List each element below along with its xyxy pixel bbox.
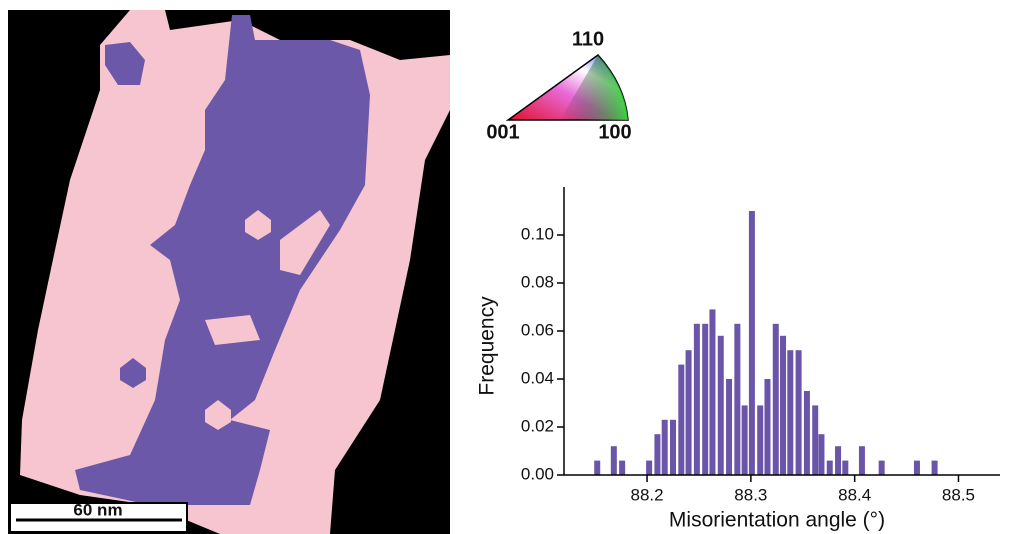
bar xyxy=(787,350,794,475)
grain-pink-hole xyxy=(205,315,260,345)
bar xyxy=(717,335,724,475)
y-tick-label: 0.04 xyxy=(521,368,554,387)
bar xyxy=(594,460,601,475)
ipf-green xyxy=(560,55,628,120)
bar xyxy=(795,350,802,475)
grain-purple-dot xyxy=(120,358,146,388)
bar xyxy=(685,350,692,475)
y-tick-label: 0.08 xyxy=(521,272,554,291)
bar xyxy=(812,405,819,475)
color-key: 110 001 100 xyxy=(486,28,631,143)
bar xyxy=(835,446,842,475)
y-tick-label: 0.02 xyxy=(521,416,554,435)
orientation-map: 60 nm xyxy=(8,10,450,534)
bar xyxy=(693,323,700,475)
bar xyxy=(858,446,865,475)
bar xyxy=(842,460,849,475)
bar xyxy=(741,405,748,475)
bar xyxy=(678,364,685,475)
y-tick-label: 0.00 xyxy=(521,464,554,483)
bar xyxy=(818,434,825,475)
bar xyxy=(878,460,885,475)
grain-pink-hole xyxy=(205,400,231,430)
grain-purple-small xyxy=(105,42,145,85)
scale-bar-label: 60 nm xyxy=(73,500,122,519)
bar xyxy=(734,323,741,475)
bar xyxy=(646,460,653,475)
grain-purple xyxy=(75,15,370,505)
bar xyxy=(619,460,626,475)
x-tick-label: 88.5 xyxy=(942,485,975,504)
x-tick-label: 88.4 xyxy=(838,485,871,504)
key-label-top: 110 xyxy=(572,28,604,50)
bar xyxy=(772,323,779,475)
scale-bar-box xyxy=(9,502,188,533)
bar xyxy=(826,460,833,475)
bar xyxy=(654,434,661,475)
key-label-left: 001 xyxy=(486,121,519,143)
bar xyxy=(748,211,755,475)
bar xyxy=(780,335,787,475)
bar xyxy=(757,405,764,475)
bar xyxy=(670,419,676,475)
y-axis-label: Frequency xyxy=(476,296,499,396)
y-tick-label: 0.06 xyxy=(521,320,554,339)
x-tick-label: 88.2 xyxy=(631,485,664,504)
bar xyxy=(931,460,938,475)
bar xyxy=(610,446,617,475)
x-axis-label: Misorientation angle (°) xyxy=(669,509,885,532)
grain-pink-hole xyxy=(280,210,330,275)
bar xyxy=(702,323,709,475)
grain-pink-hole xyxy=(245,210,271,240)
y-tick-label: 0.10 xyxy=(521,224,554,243)
bar xyxy=(709,309,716,475)
bar xyxy=(726,379,733,475)
bar xyxy=(764,379,771,475)
key-label-right: 100 xyxy=(598,121,631,143)
bar xyxy=(913,460,920,475)
bar xyxy=(803,391,810,475)
bar xyxy=(661,419,668,475)
histogram: 0.00 0.02 0.04 0.06 0.08 0.10 88.2 88.3 88.4 88.5… xyxy=(476,187,1000,532)
x-tick-label: 88.3 xyxy=(734,485,767,504)
